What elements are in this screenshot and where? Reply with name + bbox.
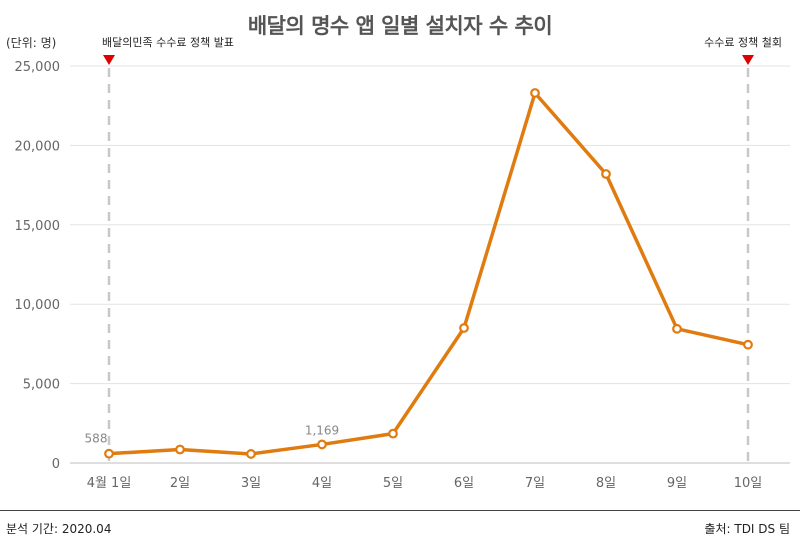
y-tick-label: 0 xyxy=(52,457,60,472)
y-tick-label: 10,000 xyxy=(15,298,61,313)
x-tick-label: 10일 xyxy=(734,476,763,491)
data-point xyxy=(743,339,753,350)
data-source: 출처: TDI DS 팀 xyxy=(704,522,790,536)
data-point xyxy=(104,448,114,459)
data-label: 1,169 xyxy=(305,423,339,437)
data-point xyxy=(601,169,611,179)
y-tick-label: 25,000 xyxy=(15,60,61,75)
x-tick-label: 2일 xyxy=(170,476,190,491)
data-point xyxy=(459,323,469,333)
y-tick-label: 15,000 xyxy=(15,219,61,234)
data-label: 588 xyxy=(85,432,108,446)
analysis-period: 분석 기간: 2020.04 xyxy=(6,522,112,536)
data-point xyxy=(175,444,185,455)
x-tick-label: 6일 xyxy=(454,476,474,491)
y-tick-label: 20,000 xyxy=(15,139,61,154)
data-point xyxy=(246,449,256,459)
annotation-policy-withdrawn: 수수료 정책 철회 xyxy=(704,36,782,49)
x-tick-label: 4일 xyxy=(312,476,332,491)
x-tick-label: 9일 xyxy=(667,476,687,491)
annotation-marker xyxy=(103,55,115,65)
series-line xyxy=(107,91,750,456)
y-tick-label: 5,000 xyxy=(23,378,60,393)
data-point xyxy=(530,88,540,98)
annotation-policy-announced: 배달의민족 수수료 정책 발표 xyxy=(102,36,234,49)
x-tick-label: 4월 1일 xyxy=(87,476,132,491)
chart-title: 배달의 명수 앱 일별 설치자 수 추이 xyxy=(247,14,553,38)
annotation-marker xyxy=(742,55,754,65)
x-tick-label: 5일 xyxy=(383,476,403,491)
y-axis-unit-label: (단위: 명) xyxy=(6,36,57,50)
data-point xyxy=(388,428,398,439)
data-point xyxy=(672,323,682,334)
data-point xyxy=(317,439,327,450)
x-tick-label: 3일 xyxy=(241,476,261,491)
x-tick-label: 8일 xyxy=(596,476,616,491)
footer-divider xyxy=(0,510,800,511)
x-tick-label: 7일 xyxy=(525,476,545,491)
